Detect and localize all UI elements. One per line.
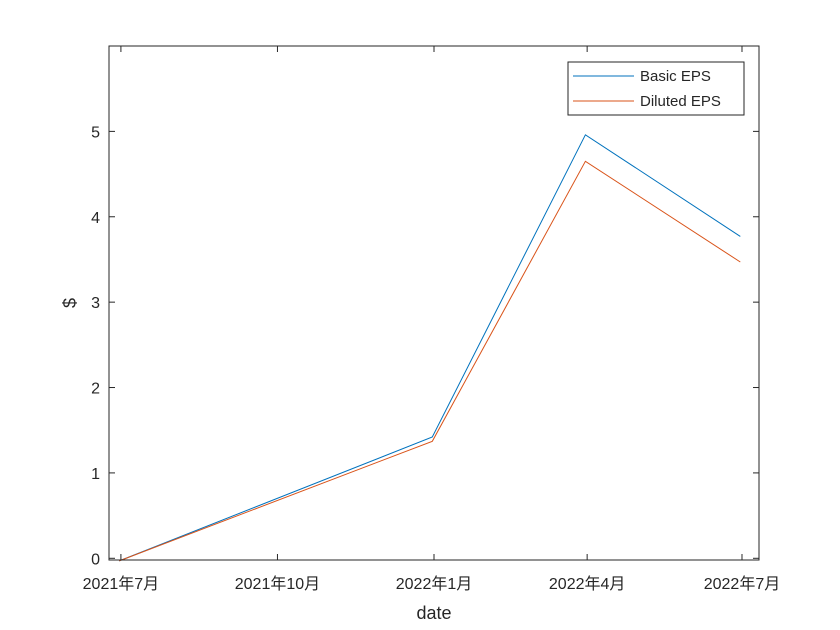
x-tick-label: 2021年7月 xyxy=(83,575,160,593)
legend: Basic EPS Diluted EPS xyxy=(567,61,745,116)
x-tick-label: 2022年1月 xyxy=(396,575,473,593)
y-axis-label: $ xyxy=(60,298,80,308)
legend-label-basic-eps: Basic EPS xyxy=(640,68,711,85)
x-tick-label: 2022年4月 xyxy=(549,575,626,593)
series-layer xyxy=(119,134,741,562)
x-tick-label: 2022年7月 xyxy=(704,575,781,593)
ticks-layer: 0 1 2 3 4 5 2021年7月 2021年10月 2022年1月 2022年4月 2022年… xyxy=(83,46,781,593)
y-tick-label: 3 xyxy=(91,295,100,312)
y-tick-label: 1 xyxy=(91,466,100,483)
y-tick-label: 4 xyxy=(91,210,100,227)
legend-box xyxy=(567,61,745,116)
axes-box xyxy=(108,45,760,561)
x-tick-label: 2021年10月 xyxy=(235,575,320,593)
y-tick-label: 5 xyxy=(91,124,100,141)
legend-label-diluted-eps: Diluted EPS xyxy=(640,93,721,110)
x-axis-label: date xyxy=(416,603,451,623)
series-line-basic-eps xyxy=(119,134,741,562)
series-line-diluted-eps xyxy=(119,160,741,562)
y-tick-label: 0 xyxy=(91,551,100,568)
y-tick-label: 2 xyxy=(91,381,100,398)
